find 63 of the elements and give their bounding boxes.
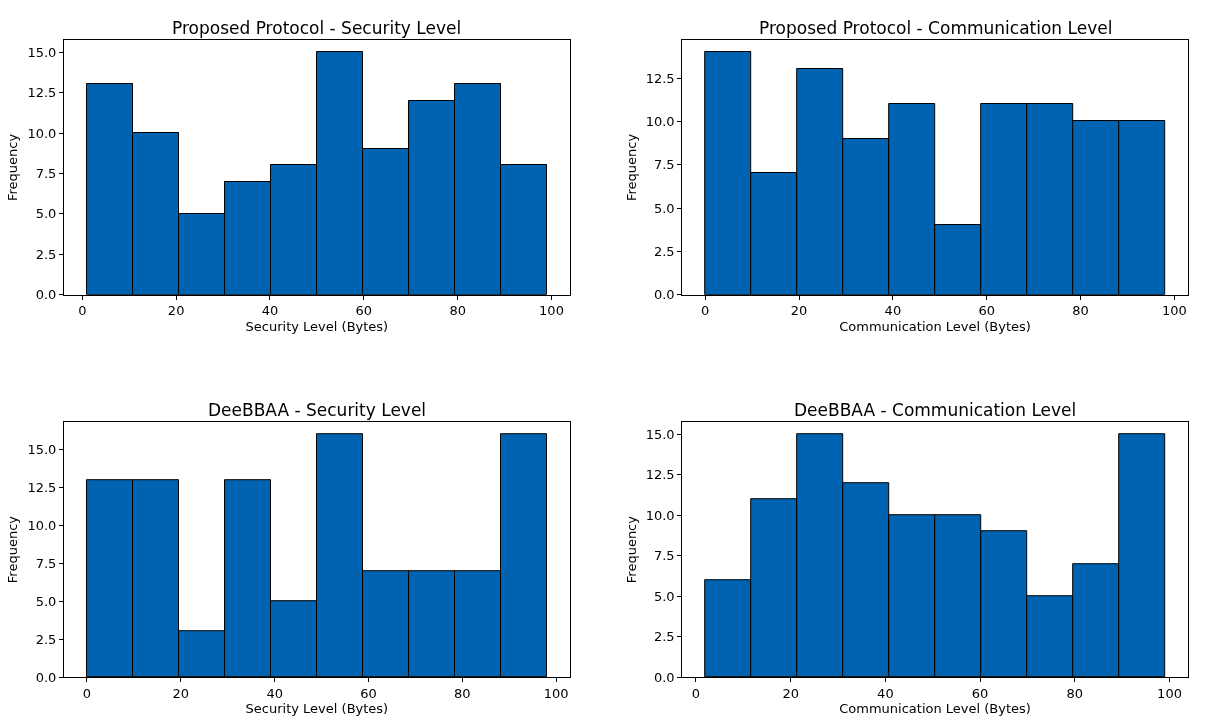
- x-tick-label: 20: [172, 685, 190, 701]
- x-tick-label: 100: [1157, 685, 1182, 701]
- y-tick-label: 7.5: [653, 548, 675, 564]
- y-tick-label: 10.0: [645, 114, 675, 130]
- y-tick-label: 2.5: [35, 631, 57, 647]
- x-tick-label: 0: [701, 303, 710, 319]
- y-tick-label: 7.5: [35, 555, 57, 571]
- x-tick-label: 20: [782, 685, 799, 701]
- x-tick-label: 40: [884, 303, 902, 319]
- y-tick-label: 12.5: [27, 85, 57, 101]
- x-tick-label: 60: [360, 685, 377, 701]
- x-tick-label: 0: [78, 303, 87, 319]
- y-tick-label: 0.0: [653, 287, 675, 303]
- y-tick-label: 15.0: [27, 44, 57, 60]
- y-tick-label: 2.5: [653, 629, 675, 645]
- x-tick-label: 100: [539, 303, 564, 319]
- x-tick-label: 20: [790, 303, 808, 319]
- y-tick-label: 5.0: [35, 206, 57, 222]
- x-tick-label: 80: [1072, 303, 1089, 319]
- x-tick-label: 60: [971, 685, 989, 701]
- y-axis-title: Frequency: [5, 133, 21, 201]
- y-tick-label: 7.5: [35, 166, 57, 182]
- chart-title: Proposed Protocol - Communication Level: [759, 18, 1113, 38]
- x-tick-label: 0: [82, 685, 92, 701]
- x-tick-label: 40: [877, 685, 894, 701]
- y-tick-label: 12.5: [27, 479, 57, 495]
- x-tick-label: 100: [543, 685, 569, 701]
- y-axis-title: Frequency: [623, 515, 639, 584]
- y-tick-label: 5.0: [653, 588, 675, 604]
- x-tick-label: 20: [167, 303, 185, 319]
- y-tick-label: 10.0: [27, 125, 57, 141]
- x-tick-label: 40: [261, 303, 279, 319]
- x-axis-title: Communication Level (Bytes): [839, 701, 1031, 717]
- y-tick-label: 0.0: [35, 669, 57, 685]
- x-tick-label: 60: [978, 303, 995, 319]
- y-tick-label: 12.5: [645, 467, 675, 483]
- x-axis-title: Security Level (Bytes): [245, 701, 389, 717]
- x-tick-label: 0: [691, 685, 701, 701]
- y-tick-label: 5.0: [35, 593, 57, 609]
- x-tick-label: 80: [1066, 685, 1084, 701]
- y-tick-label: 10.0: [27, 517, 57, 533]
- x-tick-label: 80: [454, 685, 471, 701]
- y-axis-title: Frequency: [623, 133, 639, 201]
- y-axis-title: Frequency: [5, 515, 21, 584]
- y-tick-label: 2.5: [653, 244, 675, 260]
- x-axis-title: Security Level (Bytes): [245, 319, 389, 334]
- y-tick-label: 15.0: [27, 442, 57, 458]
- y-tick-label: 2.5: [35, 246, 57, 262]
- y-tick-label: 5.0: [653, 200, 675, 216]
- chart-title: Proposed Protocol - Security Level: [172, 18, 462, 38]
- x-tick-label: 80: [449, 303, 466, 319]
- x-tick-label: 100: [1161, 303, 1187, 319]
- x-tick-label: 60: [355, 303, 373, 319]
- y-tick-label: 15.0: [645, 426, 675, 442]
- x-tick-label: 40: [266, 685, 283, 701]
- y-tick-label: 10.0: [645, 507, 675, 523]
- y-tick-label: 12.5: [645, 70, 675, 86]
- y-tick-label: 7.5: [653, 157, 675, 173]
- chart-title: DeeBBAA - Communication Level: [794, 400, 1077, 420]
- x-axis-title: Communication Level (Bytes): [839, 319, 1031, 334]
- y-tick-label: 0.0: [653, 669, 675, 685]
- chart-title: DeeBBAA - Security Level: [208, 400, 427, 420]
- y-tick-label: 0.0: [35, 287, 57, 303]
